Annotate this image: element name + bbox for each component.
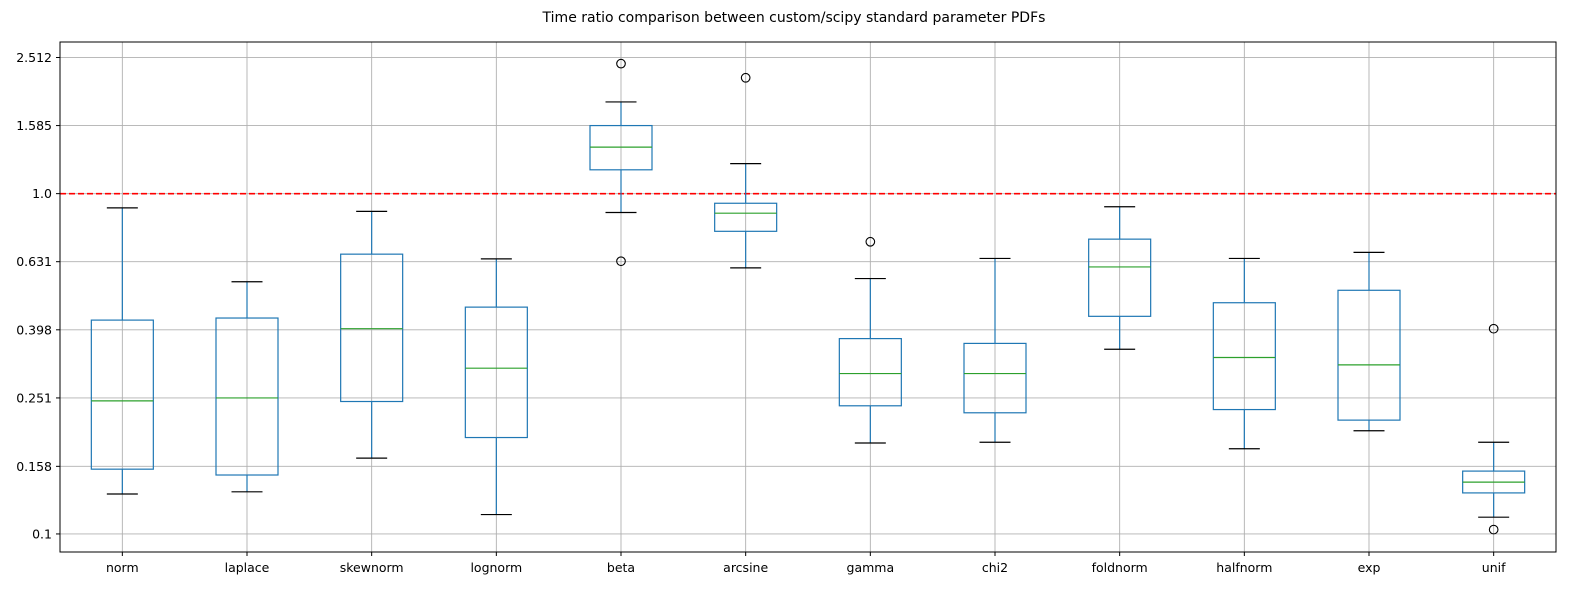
axes-layer: 0.1 0.158 0.251 0.398 0.631 1.0 1.585 2.512 norm… [16,41,1557,575]
outlier-point [865,236,876,247]
box-skewnorm [340,210,404,459]
x-tick-label: gamma [847,560,895,575]
box-gamma [838,236,902,444]
x-tick-label: unif [1482,560,1506,575]
iqr-box [340,253,404,403]
iqr-box [1212,302,1276,411]
iqr-box [464,306,528,439]
y-tick-label: 0.1 [32,526,52,541]
x-tick-label: beta [607,560,635,575]
box-beta [589,58,653,267]
y-tick-label: 0.631 [16,254,52,269]
plot-frame [59,41,1557,553]
iqr-box [838,337,902,407]
y-tick-label: 0.398 [16,322,52,337]
outlier-point [616,58,626,69]
chart-title: Time ratio comparison between custom/sci… [542,10,1046,26]
y-tick-label: 0.251 [16,390,52,405]
box-arcsine [714,72,778,269]
box-norm [90,207,154,495]
outlier-point [616,256,626,267]
x-tick-label: halfnorm [1216,560,1272,575]
box-lognorm [464,258,528,516]
x-tick-label: exp [1358,560,1381,575]
x-tick-label: arcsine [723,560,768,575]
outlier-point [1488,323,1499,334]
box-unif [1462,323,1526,535]
box-halfnorm [1212,257,1276,450]
x-tick-label: skewnorm [340,560,404,575]
x-tick-label: foldnorm [1092,560,1148,575]
y-tick-label: 1.0 [32,186,52,201]
iqr-box [215,317,279,476]
iqr-box [1088,238,1152,317]
box-chi2 [963,257,1027,443]
iqr-box [963,342,1027,414]
x-tick-label: lognorm [470,560,522,575]
boxes-layer [90,58,1526,535]
outlier-point [1488,524,1499,535]
y-tick-label: 1.585 [16,118,52,133]
iqr-box [714,202,778,232]
box-laplace [215,281,279,493]
iqr-box [90,319,154,470]
y-tick-label: 0.158 [16,459,52,474]
x-tick-label: chi2 [982,560,1008,575]
x-tick-label: laplace [225,560,270,575]
x-tick-label: norm [106,560,139,575]
iqr-box [1337,289,1401,421]
y-tick-label: 2.512 [16,50,52,65]
outlier-point [740,72,751,83]
box-exp [1337,251,1401,432]
box-foldnorm [1088,206,1152,350]
grid-lines [60,42,1556,552]
